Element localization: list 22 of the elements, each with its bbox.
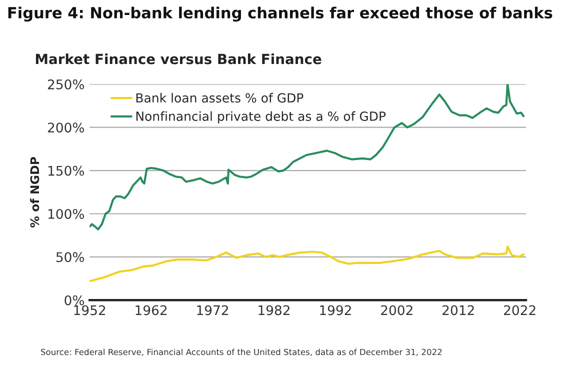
y-tick-label: 200% [48, 122, 84, 133]
x-tick-label: 2002 [381, 305, 412, 316]
chart-subtitle: Market Finance versus Bank Finance [36, 53, 322, 64]
line-series [90, 84, 525, 230]
x-tick-label: 1972 [197, 305, 228, 316]
y-tick-label: 250% [48, 79, 84, 90]
x-tick-label: 2012 [442, 305, 474, 316]
x-tick-label: 2022 [504, 305, 536, 316]
line-series [90, 246, 525, 282]
legend-label: Bank loan assets % of GDP [136, 92, 304, 103]
y-tick-label: 0% [64, 295, 84, 306]
legend-label: Nonfinancial private debt as a % of GDP [136, 111, 386, 124]
chart-title: Figure 4: Non-bank lending channels far exceed those of banks [8, 6, 552, 22]
source-note: Source: Federal Reserve, Financial Accounts of the United States, data as of December 31, 2022 [41, 348, 442, 356]
y-tick-label: 150% [48, 166, 84, 176]
x-tick-label: 1952 [74, 305, 106, 316]
y-tick-label: 50% [56, 252, 84, 262]
y-tick-label: 100% [48, 208, 84, 219]
y-axis-title: % of NGDP [30, 156, 40, 228]
x-tick-label: 1982 [258, 305, 290, 316]
x-tick-label: 1992 [320, 305, 351, 316]
x-tick-label: 1962 [136, 305, 167, 316]
